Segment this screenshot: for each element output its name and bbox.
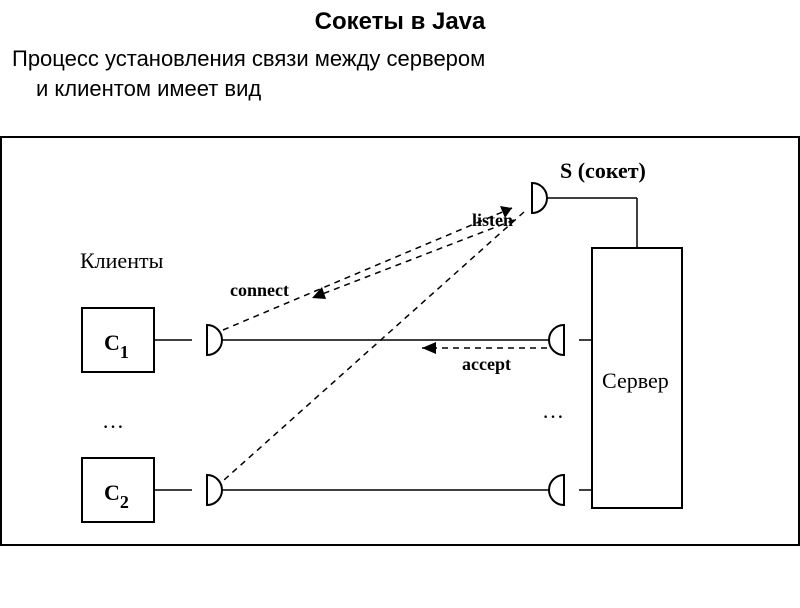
diagram-frame: C1 C2 Клиенты … Сервер … S (сокет) conne… <box>0 136 800 546</box>
edge-listen <box>312 220 514 298</box>
socket-srv1-icon <box>549 325 564 355</box>
socket-diagram: C1 C2 Клиенты … Сервер … S (сокет) conne… <box>2 138 798 544</box>
socket-c2-icon <box>207 475 222 505</box>
subtitle-line2: и клиентом имеет вид <box>36 76 261 101</box>
page-title: Сокеты в Java <box>0 8 800 36</box>
clients-label: Клиенты <box>80 248 164 273</box>
clients-ellipsis: … <box>102 408 124 433</box>
subtitle: Процесс установления связи между серверо… <box>12 44 800 103</box>
socket-s-icon <box>532 183 547 213</box>
socket-s-label: S (сокет) <box>560 158 646 183</box>
accept-label: accept <box>462 354 511 374</box>
socket-srv2-icon <box>549 475 564 505</box>
edge-s-to-c2 <box>224 212 524 480</box>
server-label: Сервер <box>602 368 669 393</box>
socket-c1-icon <box>207 325 222 355</box>
edge-connect <box>223 208 512 330</box>
arrow-accept <box>422 342 436 354</box>
subtitle-line1: Процесс установления связи между серверо… <box>12 46 485 71</box>
server-ellipsis: … <box>542 398 564 423</box>
connect-label: connect <box>230 280 289 300</box>
